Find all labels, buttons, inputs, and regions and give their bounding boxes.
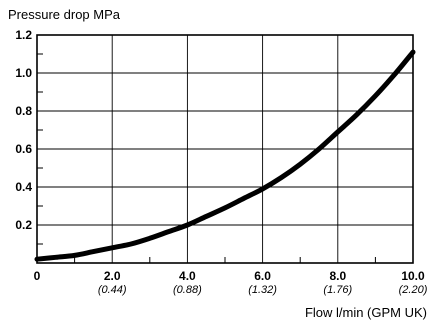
y-tick-label-0: 0.2 [15, 218, 32, 232]
y-tick-label-2: 0.6 [15, 142, 32, 156]
y-axis-label: Pressure drop MPa [8, 7, 121, 22]
x-tick-sublabel-5: (2.20) [399, 284, 428, 296]
x-tick-label-4: 8.0 [329, 269, 346, 283]
x-tick-label-0: 0 [34, 269, 41, 283]
x-tick-label-3: 6.0 [254, 269, 271, 283]
y-tick-label-4: 1.0 [15, 66, 32, 80]
y-tick-label-1: 0.4 [15, 180, 32, 194]
x-tick-sublabel-4: (1.76) [323, 284, 352, 296]
x-tick-label-5: 10.0 [401, 269, 425, 283]
x-axis-label: Flow l/min (GPM UK) [305, 305, 427, 320]
x-tick-sublabel-3: (1.32) [248, 284, 277, 296]
ticks [37, 53, 376, 263]
x-tick-sublabel-1: (0.44) [98, 284, 127, 296]
series-line-0 [34, 49, 416, 262]
y-tick-label-5: 1.2 [15, 28, 32, 42]
x-tick-sublabel-2: (0.88) [173, 284, 202, 296]
grid [36, 34, 414, 264]
x-tick-label-2: 4.0 [179, 269, 196, 283]
x-tick-label-1: 2.0 [104, 269, 121, 283]
tick-labels: 0.2 0.4 0.6 0.8 1.0 1.2 0 2.0(0.44) 4.0(0.88) 6.0… [15, 28, 427, 296]
series [34, 49, 416, 262]
y-tick-label-3: 0.8 [15, 104, 32, 118]
